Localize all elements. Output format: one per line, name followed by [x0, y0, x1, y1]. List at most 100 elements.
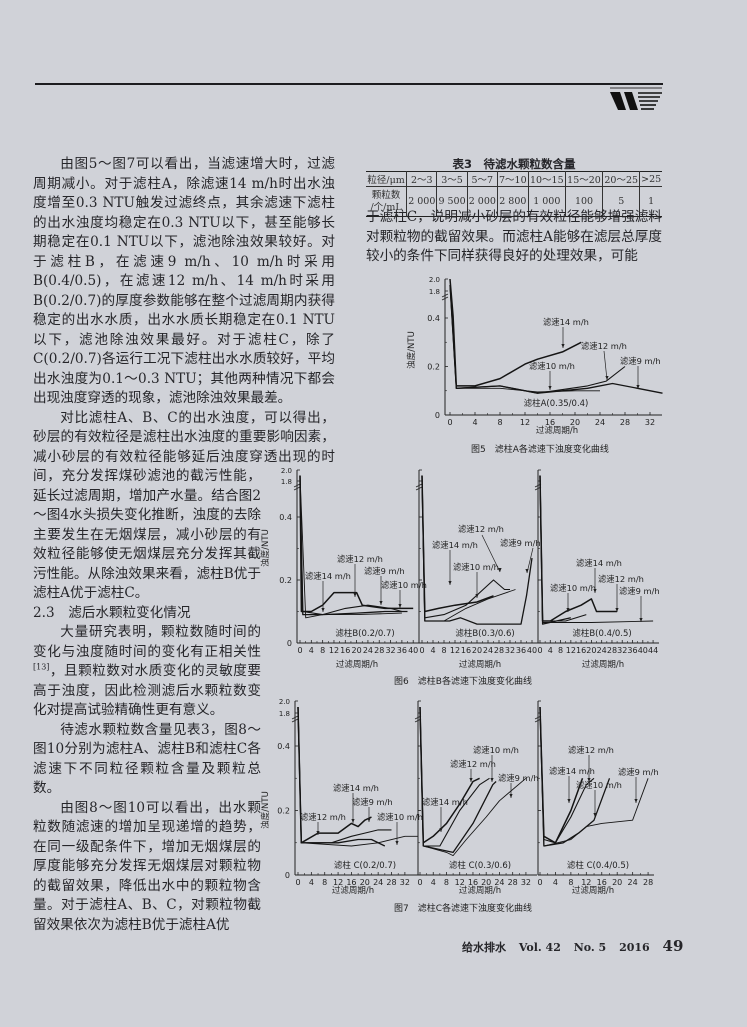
x-tick-label: 32 — [385, 646, 395, 655]
series-label: 滤速12 m/h — [581, 341, 627, 351]
x-tick-label: 32 — [400, 878, 410, 887]
paragraph-text: ，且颗粒数对水质变化的灵敏度要高于浊度，因此检测滤后水颗粒数变化对提高试验精确性… — [33, 663, 261, 718]
table-header-cell: 5～7 — [466, 171, 498, 187]
series-label: 滤速14 m/h — [432, 540, 478, 550]
arrowhead-icon — [321, 608, 325, 612]
arrowhead-icon — [395, 841, 399, 845]
x-tick-label: 16 — [461, 646, 471, 655]
figure-caption: 图5 滤柱A各滤速下浊度变化曲线 — [471, 443, 609, 455]
x-tick-label: 20 — [360, 878, 370, 887]
table-cell: 2 000 — [466, 186, 498, 217]
x-tick-label: 4 — [553, 878, 558, 887]
series-label: 滤速12 m/h — [300, 812, 346, 822]
page-footer: 给水排水 Vol. 42 No. 5 2016 49 — [462, 937, 692, 955]
arrowhead-icon — [475, 594, 479, 598]
arrowhead-icon — [639, 618, 643, 622]
y-axis-label: 浊度/NTU — [260, 529, 271, 567]
series-label: 滤速12 m/h — [458, 524, 504, 534]
series-line — [539, 475, 571, 625]
series-line — [449, 278, 582, 387]
arrowhead-icon — [439, 828, 443, 832]
x-tick-label: 16 — [576, 646, 586, 655]
figure-caption: 图6 滤柱B各滤速下浊度变化曲线 — [394, 675, 532, 687]
series-line — [539, 475, 618, 622]
arrowhead-icon — [351, 819, 355, 823]
x-tick-label: 28 — [494, 646, 504, 655]
table-cell: 100 — [564, 186, 603, 217]
table-header-cell: 10～15 — [527, 171, 566, 187]
y-tick-label: 0.2 — [279, 576, 292, 585]
x-tick-label: 0 — [297, 646, 302, 655]
x-tick-label: 4 — [430, 646, 435, 655]
y-tick-label: 0 — [435, 411, 440, 420]
arrowhead-icon — [615, 608, 619, 612]
y-tick-label: 1.8 — [281, 478, 292, 486]
x-tick-label: 32 — [617, 646, 627, 655]
table-cell: 9 500 — [436, 186, 468, 217]
chart-panel: 0 4 8 12 16 20 24 28 滤速14 m/h 滤速12 m/h 滤速10 m/h 滤速9… — [534, 700, 659, 896]
paragraph: 由图5～图7可以看出，当滤速增大时，过滤周期减小。对于滤柱A，除滤速14 m/h… — [33, 156, 335, 406]
x-tick-label: 20 — [612, 878, 622, 887]
paragraph-text: 大量研究表明，颗粒数随时间的变化与浊度随时间的变化有正相关性 — [33, 624, 261, 660]
arrowhead-icon — [316, 831, 320, 835]
arrowhead-icon — [353, 593, 357, 597]
figure-caption: 图7 滤柱C各滤速下浊度变化曲线 — [394, 902, 532, 914]
series-line — [299, 475, 408, 616]
table-header-cell: 2～3 — [406, 171, 437, 187]
arrowhead-icon — [525, 569, 529, 573]
x-tick-label: 12 — [566, 646, 576, 655]
table-row-label: 颗粒数/个/mL — [370, 189, 402, 213]
table-cell: 1 — [639, 186, 662, 217]
x-tick-label: 0 — [417, 878, 422, 887]
table-header-cell: >25 — [639, 171, 662, 187]
series-label: 滤速14 m/h — [576, 558, 622, 568]
x-tick-label: 8 — [322, 878, 327, 887]
series-label: 滤速10 m/h — [473, 745, 519, 755]
series-label: 滤速9 m/h — [364, 566, 405, 576]
x-tick-label: 12 — [450, 646, 460, 655]
table-header-cell: 3～5 — [436, 171, 468, 187]
x-tick-label: 20 — [481, 878, 491, 887]
arrowhead-icon — [605, 376, 609, 380]
table-header-cell: 粒径/μm — [366, 171, 407, 187]
x-tick-label: 8 — [441, 646, 446, 655]
x-tick-label: 32 — [521, 878, 531, 887]
series-line — [297, 706, 386, 847]
series-line — [299, 475, 403, 616]
annotation-arrow — [526, 547, 534, 574]
x-tick-label: 28 — [620, 418, 630, 427]
series-label: 滤速10 m/h — [576, 780, 622, 790]
arrowhead-icon — [379, 601, 383, 605]
x-axis-label: 过滤周期/h — [536, 425, 578, 436]
x-axis-label: 过滤周期/h — [336, 659, 378, 670]
series-label: 滤速12 m/h — [598, 574, 644, 584]
series-line — [419, 706, 527, 857]
table-cell: 5 — [602, 186, 640, 217]
table-header-cell: 7～10 — [496, 171, 529, 187]
table-cell: 1 000 — [527, 186, 566, 217]
x-tick-label: 28 — [508, 878, 518, 887]
x-tick-label: 8 — [320, 646, 325, 655]
x-tick-label: 20 — [352, 646, 362, 655]
series-label: 滤速9 m/h — [618, 767, 659, 777]
arrowhead-icon — [490, 778, 494, 782]
y-tick-label: 0.4 — [279, 513, 292, 522]
panel-label: 滤柱 C(0.2/0.7) — [334, 860, 396, 871]
x-tick-label: 4 — [309, 646, 314, 655]
table-cell: 2 000 — [406, 186, 437, 217]
section-heading: 2.3 滤后水颗粒变化情况 — [33, 604, 191, 621]
x-tick-label: 4 — [431, 878, 436, 887]
x-tick-label: 24 — [494, 878, 504, 887]
arrowhead-icon — [367, 818, 371, 822]
x-tick-label: 24 — [483, 646, 493, 655]
chart-panel: 0 4 8 12 16 20 24 28 32 36 40 44 滤速14 m/h 滤速12 m/h滤速1… — [534, 469, 660, 670]
series-label: 滤速10 m/h — [381, 580, 427, 590]
arrowhead-icon — [469, 778, 473, 782]
table-cell: 2 800 — [496, 186, 529, 217]
arrowhead-icon — [593, 589, 597, 593]
series-label: 滤速14 m/h — [549, 766, 595, 776]
annotation-arrow — [603, 350, 608, 381]
left-column: 由图5～图7可以看出，当滤速增大时，过滤周期减小。对于滤柱A，除滤速14 m/h… — [33, 155, 335, 1027]
x-tick-label: 16 — [346, 878, 356, 887]
